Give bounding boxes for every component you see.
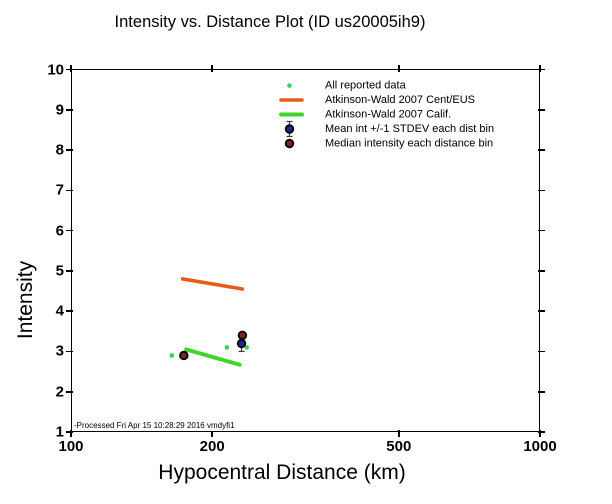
y-tick (66, 108, 73, 111)
x-tick-top (398, 64, 400, 72)
ceus-model-line (180, 277, 245, 291)
x-tick-label: 1000 (523, 438, 557, 455)
y-tick-label: 3 (55, 342, 64, 360)
y-tick-right (538, 229, 545, 232)
y-tick (66, 270, 73, 272)
data-point (244, 345, 250, 350)
y-tick (66, 431, 73, 433)
mean-intensity-marker (236, 338, 247, 349)
plot-title: Intensity vs. Distance Plot (ID us20005i… (114, 13, 426, 31)
y-tick-right (538, 390, 545, 393)
y-tick-label: 4 (55, 302, 64, 320)
y-tick-right (538, 310, 545, 312)
data-point (224, 345, 230, 350)
y-tick-right (538, 108, 545, 111)
legend-label: Atkinson-Wald 2007 Calif. (325, 109, 451, 121)
median-intensity-marker (237, 330, 248, 341)
x-tick (211, 430, 213, 437)
legend-median-marker-icon (284, 138, 295, 149)
y-tick-right (538, 189, 545, 192)
x-tick (539, 430, 541, 437)
y-tick (66, 310, 73, 312)
data-point (169, 353, 175, 358)
y-tick (66, 68, 73, 71)
x-tick-label: 100 (58, 438, 84, 455)
y-tick-label: 7 (55, 181, 64, 199)
x-tick-label: 500 (386, 438, 412, 455)
plot-frame (71, 69, 540, 432)
legend-mean-marker-icon (284, 124, 295, 134)
y-tick-label: 9 (55, 101, 64, 119)
legend-label: Mean int +/-1 STDEV each dist bin (325, 123, 494, 135)
y-tick-right (538, 270, 545, 272)
y-tick (66, 350, 73, 353)
legend-label: All reported data (325, 80, 407, 92)
y-tick (66, 189, 73, 192)
y-tick (66, 229, 73, 232)
x-tick-top (70, 64, 72, 72)
processed-note: -Processed Fri Apr 15 10:28:29 2016 vmdy… (74, 421, 237, 431)
y-tick-right (538, 431, 545, 433)
y-tick-label: 5 (55, 262, 64, 280)
y-tick-label: 2 (55, 383, 64, 401)
x-tick (398, 430, 400, 437)
legend-label: Median intensity each distance bin (325, 138, 493, 150)
y-tick-label: 1 (55, 423, 64, 441)
y-tick-label: 6 (55, 222, 64, 240)
y-tick-label: 10 (47, 61, 64, 78)
x-tick-top (211, 64, 213, 72)
y-tick-right (538, 350, 545, 353)
x-tick (70, 430, 72, 437)
y-tick-right (538, 68, 545, 71)
calif-model-line (184, 347, 242, 367)
y-tick (66, 149, 73, 151)
y-tick-right (538, 149, 545, 151)
x-tick-top (539, 64, 541, 72)
x-tick-label: 200 (199, 438, 225, 455)
legend-data-dot-icon (287, 83, 292, 88)
x-axis-title: Hypocentral Distance (km) (158, 461, 406, 484)
legend-label: Atkinson-Wald 2007 Cent/EUS (325, 94, 475, 106)
y-tick (66, 390, 73, 393)
y-tick-label: 8 (55, 141, 64, 159)
median-intensity-marker (179, 350, 189, 361)
